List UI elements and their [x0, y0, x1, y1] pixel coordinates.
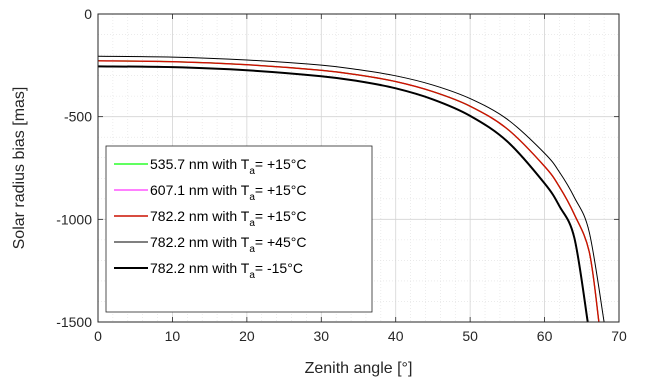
- series-group: [98, 55, 605, 322]
- x-tick-label: 10: [165, 328, 181, 344]
- x-tick-label: 40: [388, 328, 404, 344]
- x-axis-label: Zenith angle [°]: [305, 360, 413, 377]
- x-tick-label: 0: [94, 328, 102, 344]
- x-tick-label: 30: [313, 328, 329, 344]
- legend-entry-4: 782.2 nm with Ta= +45°C: [150, 234, 306, 255]
- legend-entry-3: 782.2 nm with Ta= +15°C: [150, 208, 306, 229]
- y-tick-label: -500: [64, 109, 92, 125]
- legend-entry-2: 607.1 nm with Ta= +15°C: [150, 182, 306, 203]
- legend-entry-1: 535.7 nm with Ta= +15°C: [150, 156, 306, 177]
- y-tick-label: 0: [84, 6, 92, 22]
- legend: 535.7 nm with Ta= +15°C 607.1 nm with Ta=…: [105, 145, 373, 313]
- x-tick-label: 70: [611, 328, 627, 344]
- legend-box: [105, 145, 373, 313]
- plot-frame: [97, 13, 620, 323]
- series-line-5: [98, 65, 589, 322]
- legend-entry-5: 782.2 nm with Ta= -15°C: [150, 260, 303, 281]
- x-tick-label: 50: [462, 328, 478, 344]
- y-tick-label: -1500: [56, 314, 92, 330]
- y-tick-label: -1000: [56, 211, 92, 227]
- series-line-3: [98, 60, 600, 322]
- axis-ticks: 0 10 20 30 40 50 60 70 0 -500 -1000 -1500: [56, 6, 627, 344]
- y-axis-label: Solar radius bias [mas]: [11, 87, 28, 250]
- x-tick-label: 60: [537, 328, 553, 344]
- x-tick-label: 20: [239, 328, 255, 344]
- series-line-4: [98, 55, 605, 322]
